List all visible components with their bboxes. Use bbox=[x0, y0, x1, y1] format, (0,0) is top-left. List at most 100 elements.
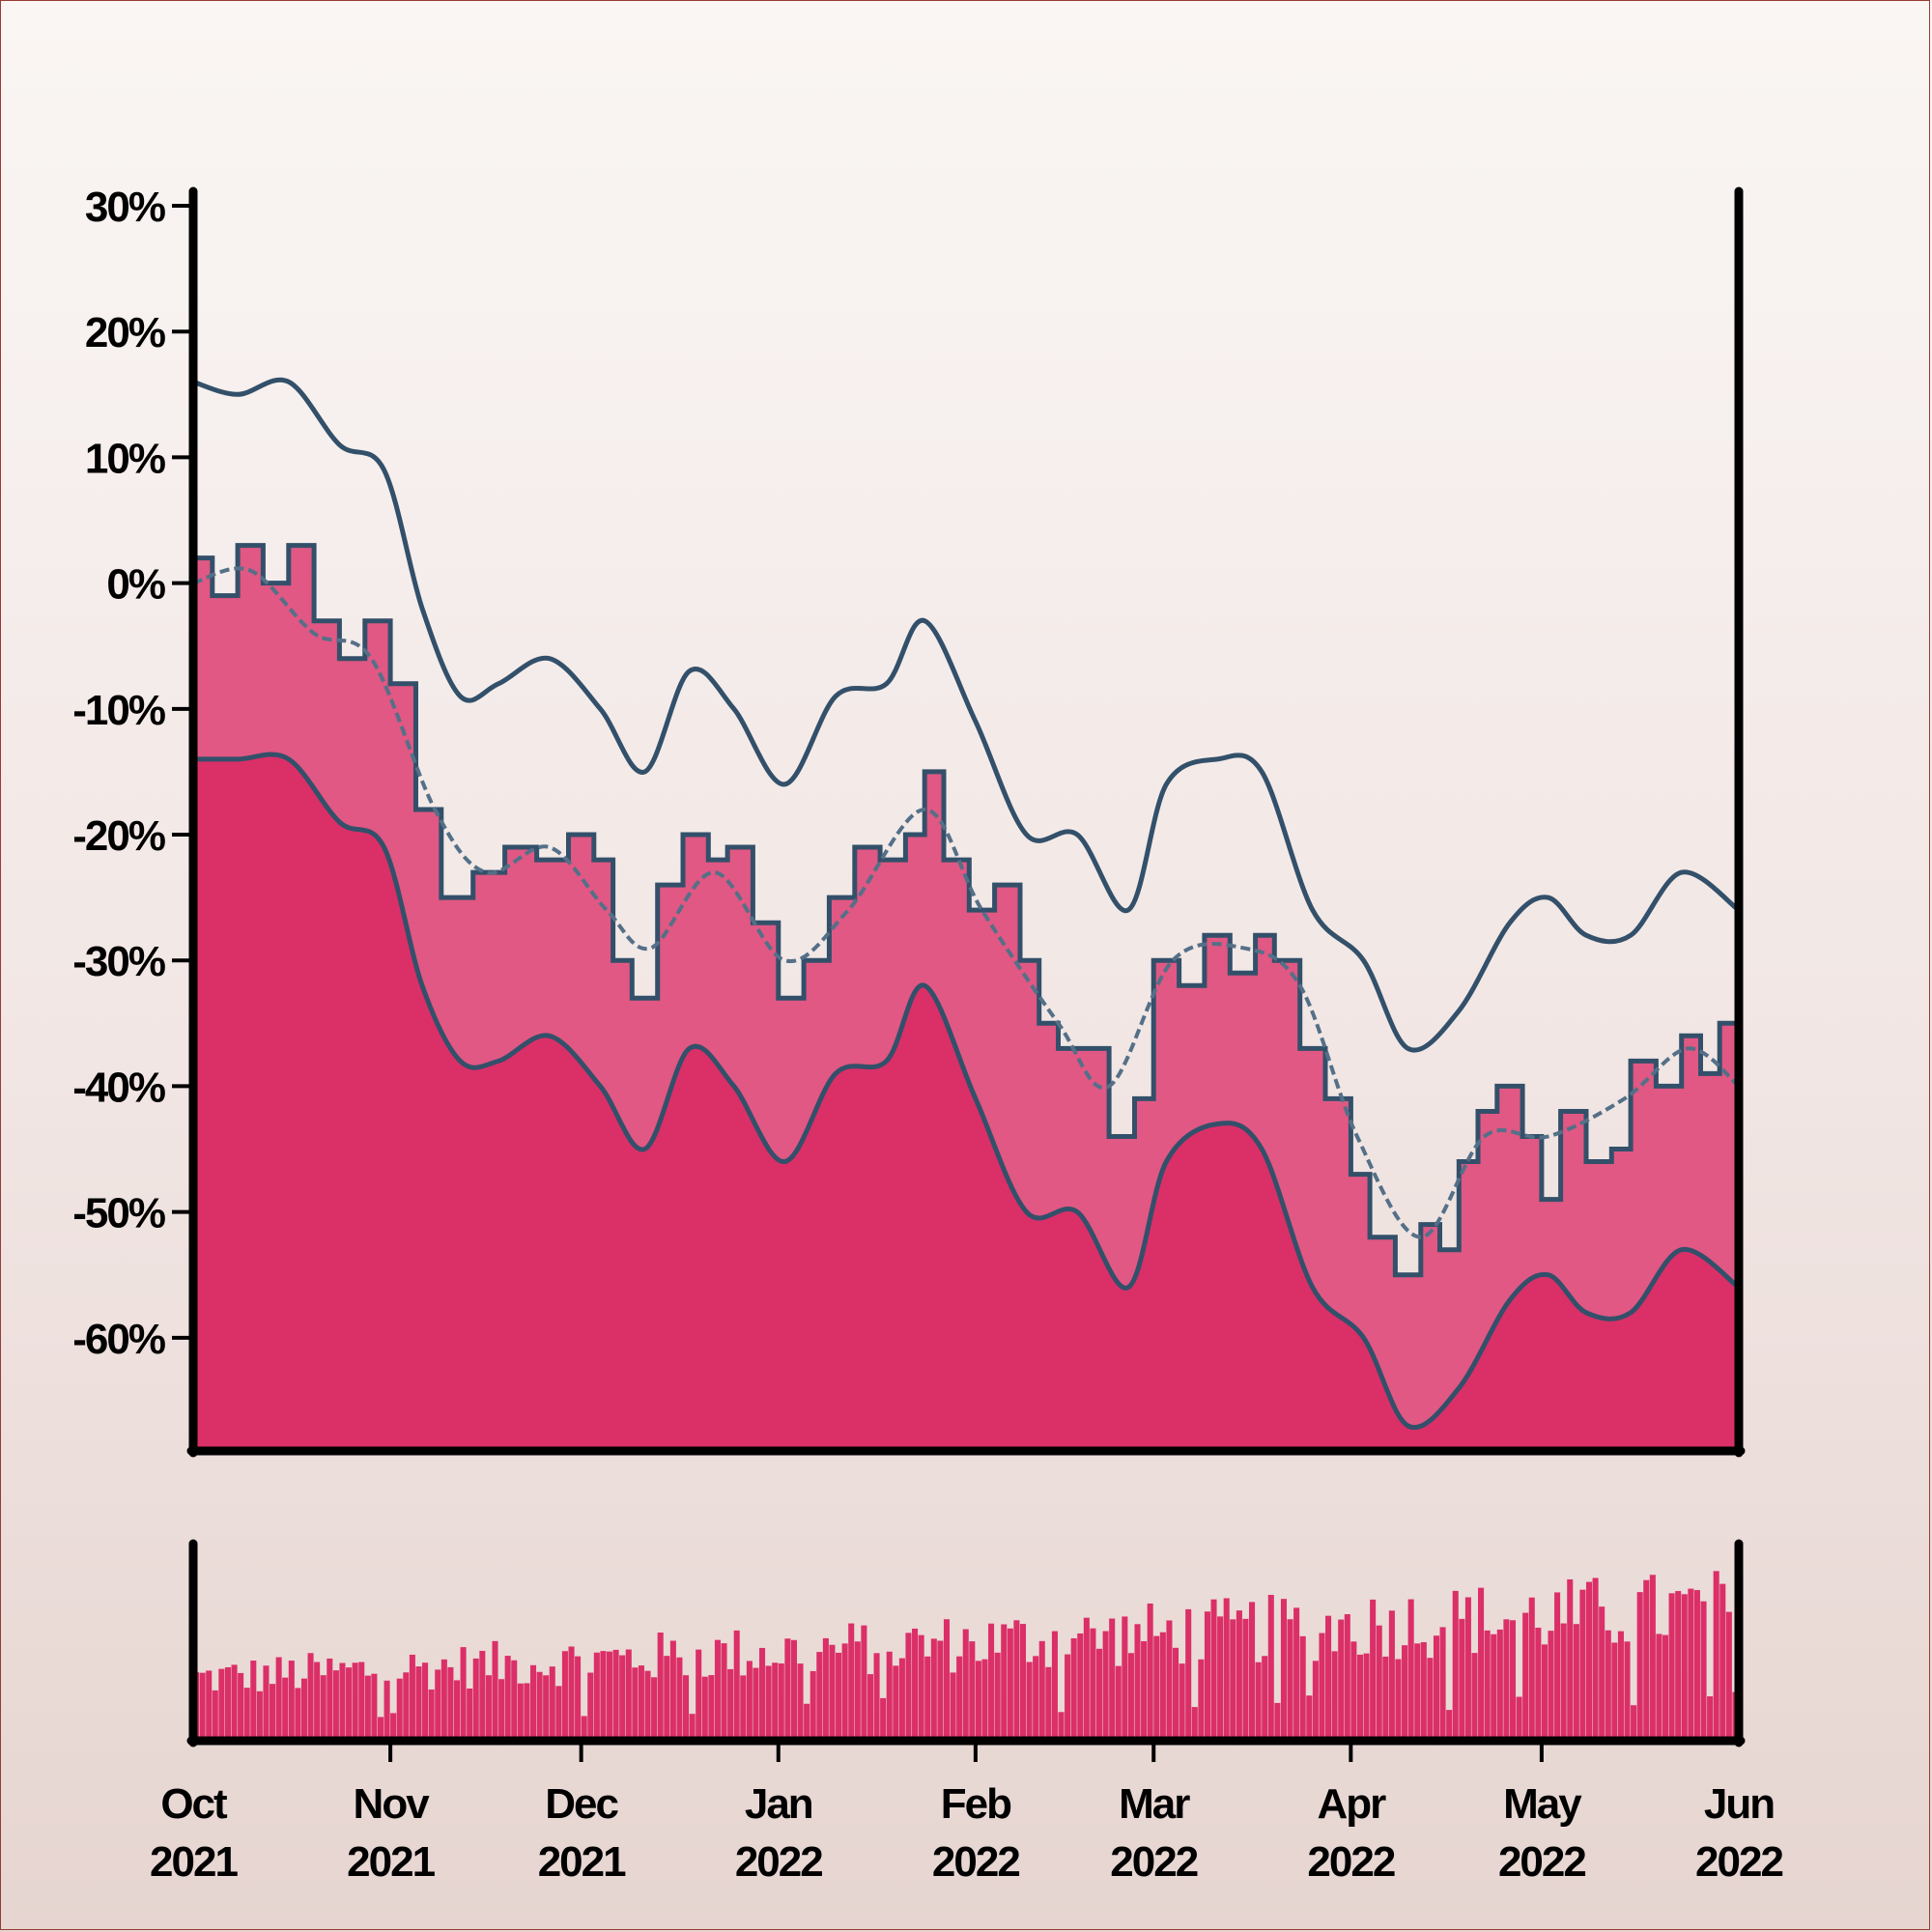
volume-bar bbox=[390, 1713, 397, 1741]
volume-bar bbox=[1402, 1645, 1408, 1741]
volume-bar bbox=[912, 1628, 919, 1741]
x-tick-year: 2022 bbox=[1110, 1838, 1197, 1886]
volume-bar bbox=[358, 1662, 365, 1741]
x-tick-month: Jun bbox=[1704, 1780, 1774, 1828]
y-tick-label: -20% bbox=[72, 812, 165, 860]
volume-bar bbox=[708, 1675, 715, 1741]
volume-bar bbox=[759, 1647, 766, 1741]
volume-bar bbox=[1127, 1653, 1134, 1741]
volume-bar bbox=[529, 1664, 537, 1741]
volume-bar bbox=[1675, 1591, 1682, 1741]
volume-bar bbox=[1185, 1608, 1192, 1741]
volume-bar bbox=[1166, 1620, 1173, 1741]
volume-bar bbox=[1643, 1579, 1650, 1741]
volume-bar bbox=[778, 1662, 784, 1741]
volume-bar bbox=[403, 1672, 410, 1741]
volume-bar bbox=[880, 1697, 887, 1741]
volume-bar bbox=[1681, 1594, 1688, 1741]
volume-bar bbox=[1496, 1629, 1503, 1741]
volume-bar bbox=[829, 1644, 836, 1741]
volume-bar bbox=[753, 1667, 759, 1741]
volume-bar bbox=[1528, 1597, 1535, 1741]
volume-bar bbox=[300, 1678, 307, 1741]
volume-bar bbox=[1172, 1647, 1179, 1741]
volume-bar bbox=[1312, 1661, 1319, 1741]
x-tick-year: 2022 bbox=[932, 1838, 1019, 1886]
volume-bar bbox=[1356, 1654, 1363, 1741]
y-axis-ticks: 30% 20% 10% 0% -10% -20% -30% -40% -50% -60% bbox=[72, 184, 193, 1363]
volume-bar bbox=[1007, 1628, 1013, 1741]
volume-bar bbox=[218, 1668, 225, 1741]
volume-bars bbox=[193, 1571, 1739, 1741]
volume-bar bbox=[364, 1675, 371, 1741]
volume-bar bbox=[822, 1637, 829, 1741]
volume-bar bbox=[415, 1666, 422, 1741]
x-tick-month: May bbox=[1503, 1780, 1582, 1828]
volume-bar bbox=[231, 1664, 238, 1741]
volume-bar bbox=[1617, 1631, 1624, 1741]
main-axes bbox=[186, 186, 1746, 1458]
volume-bar bbox=[1516, 1696, 1522, 1741]
volume-bar bbox=[988, 1623, 995, 1741]
x-tick-year: 2021 bbox=[347, 1838, 435, 1886]
x-tick-month: Oct bbox=[160, 1780, 228, 1828]
volume-bar bbox=[543, 1675, 550, 1741]
volume-bar bbox=[644, 1670, 651, 1741]
volume-bar bbox=[1459, 1618, 1465, 1741]
volume-bar bbox=[1484, 1630, 1491, 1741]
volume-bar bbox=[243, 1688, 250, 1741]
volume-bar bbox=[1109, 1618, 1116, 1741]
volume-bar bbox=[1038, 1640, 1045, 1741]
volume-bar bbox=[1541, 1644, 1548, 1741]
volume-bar bbox=[1573, 1624, 1579, 1741]
volume-bar bbox=[810, 1670, 816, 1741]
volume-bar bbox=[1102, 1631, 1109, 1741]
y-tick-label: 0% bbox=[106, 561, 164, 609]
main-plot-area bbox=[193, 377, 1739, 1451]
x-tick-month: Mar bbox=[1119, 1780, 1190, 1828]
volume-bar bbox=[804, 1703, 810, 1741]
volume-bar bbox=[206, 1670, 213, 1741]
x-tick-year: 2022 bbox=[735, 1838, 822, 1886]
volume-bar bbox=[664, 1656, 670, 1741]
volume-bar bbox=[422, 1662, 429, 1741]
volume-bar bbox=[270, 1684, 276, 1741]
volume-bar bbox=[295, 1688, 301, 1741]
volume-bar bbox=[683, 1675, 690, 1741]
volume-bar bbox=[1509, 1620, 1517, 1741]
volume-bar bbox=[561, 1651, 568, 1741]
volume-bar bbox=[250, 1661, 257, 1741]
volume-bar bbox=[492, 1640, 498, 1741]
volume-bar bbox=[1382, 1656, 1389, 1741]
volume-bar bbox=[467, 1688, 473, 1741]
volume-bar bbox=[479, 1650, 486, 1741]
volume-bar bbox=[1599, 1606, 1605, 1741]
volume-bar bbox=[282, 1677, 289, 1741]
volume-bar bbox=[1306, 1695, 1313, 1741]
volume-bar bbox=[956, 1656, 963, 1741]
volume-bar bbox=[1083, 1617, 1090, 1741]
volume-bar bbox=[1210, 1599, 1217, 1741]
volume-bar bbox=[1388, 1610, 1395, 1741]
volume-bar bbox=[1491, 1634, 1497, 1741]
volume-bar bbox=[836, 1652, 842, 1741]
volume-bar bbox=[1433, 1635, 1440, 1741]
volume-bar bbox=[727, 1668, 734, 1741]
volume-bar bbox=[1026, 1662, 1033, 1741]
volume-bar bbox=[1325, 1615, 1332, 1741]
volume-bar bbox=[898, 1658, 905, 1741]
y-tick-label: -50% bbox=[72, 1190, 165, 1237]
volume-bar bbox=[1656, 1634, 1662, 1741]
volume-bar bbox=[1280, 1599, 1287, 1741]
volume-bar bbox=[435, 1669, 441, 1741]
volume-bar bbox=[1013, 1620, 1020, 1741]
lower-band-line bbox=[193, 752, 1739, 1431]
volume-bar bbox=[1095, 1648, 1103, 1741]
volume-bar bbox=[447, 1666, 454, 1741]
volume-bar bbox=[1688, 1588, 1694, 1741]
volume-bar bbox=[1242, 1618, 1249, 1741]
volume-bar bbox=[517, 1683, 524, 1741]
volume-bar bbox=[1255, 1662, 1262, 1741]
volume-bar bbox=[555, 1686, 562, 1741]
volume-bar bbox=[848, 1623, 855, 1741]
